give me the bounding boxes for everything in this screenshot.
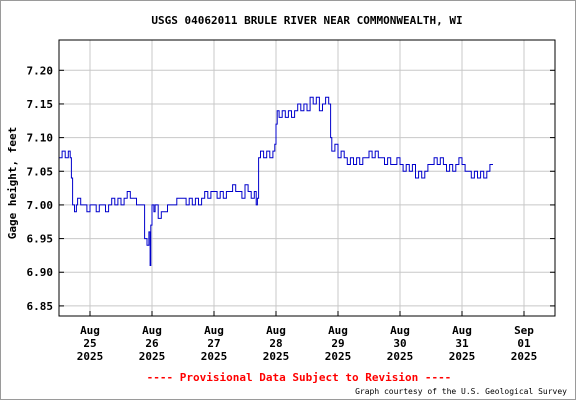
- x-tick-label: Aug: [390, 324, 410, 337]
- y-tick-label: 7.00: [27, 199, 54, 212]
- x-tick-label: 01: [517, 337, 531, 350]
- plot-area: [58, 39, 556, 317]
- x-tick-label: Aug: [452, 324, 472, 337]
- x-tick-label: 2025: [387, 350, 414, 363]
- series-line: [59, 96, 493, 266]
- x-tick-label: Aug: [80, 324, 100, 337]
- y-tick-label: 6.85: [27, 300, 54, 313]
- x-tick-label: Aug: [142, 324, 162, 337]
- x-tick-label: 26: [145, 337, 159, 350]
- y-tick-label: 6.95: [27, 233, 54, 246]
- x-tick-label: Sep: [514, 324, 534, 337]
- provisional-notice: ---- Provisional Data Subject to Revisio…: [147, 371, 452, 384]
- x-tick-label: 2025: [449, 350, 476, 363]
- x-tick-label: 30: [393, 337, 406, 350]
- grid: [59, 40, 555, 316]
- x-tick-label: 29: [331, 337, 344, 350]
- x-tick-label: 2025: [201, 350, 228, 363]
- y-tick-label: 6.90: [27, 266, 54, 279]
- x-tick-label: 2025: [77, 350, 104, 363]
- chart-title: USGS 04062011 BRULE RIVER NEAR COMMONWEA…: [151, 14, 462, 27]
- y-tick-label: 7.20: [27, 64, 54, 77]
- x-tick-label: 2025: [139, 350, 166, 363]
- y-tick-label: 7.10: [27, 132, 54, 145]
- series-group: [59, 96, 493, 266]
- x-tick-label: 2025: [511, 350, 538, 363]
- usgs-credit: Graph courtesy of the U.S. Geological Su…: [355, 387, 567, 396]
- x-tick-label: 2025: [263, 350, 290, 363]
- y-tick-label: 7.05: [27, 165, 54, 178]
- x-tick-label: Aug: [266, 324, 286, 337]
- x-tick-label: 27: [207, 337, 220, 350]
- x-tick-label: 2025: [325, 350, 352, 363]
- x-tick-label: 31: [455, 337, 469, 350]
- x-tick-label: 25: [83, 337, 96, 350]
- y-tick-label: 7.15: [27, 98, 54, 111]
- x-tick-label: 28: [269, 337, 282, 350]
- y-axis-label: Gage height, feet: [6, 127, 19, 240]
- x-tick-label: Aug: [328, 324, 348, 337]
- y-ticks: 6.85 6.90 6.95 7.00 7.05 7.10 7.15 7.20: [27, 64, 555, 313]
- x-tick-label: Aug: [204, 324, 224, 337]
- x-ticks: Aug252025Aug262025Aug272025Aug282025Aug2…: [77, 311, 538, 363]
